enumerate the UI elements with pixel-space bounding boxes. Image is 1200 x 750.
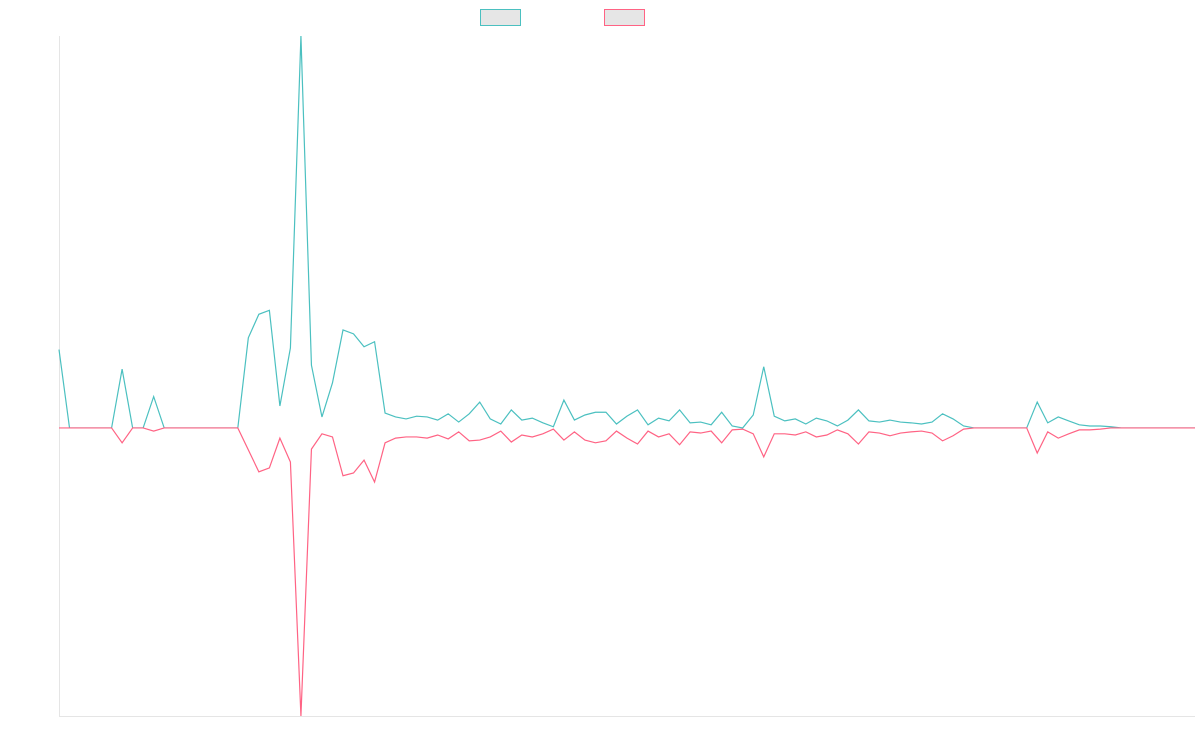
series-line (58, 35, 1195, 429)
legend-swatch (604, 9, 645, 26)
series-line (59, 427, 1195, 717)
legend-swatch (480, 9, 521, 26)
